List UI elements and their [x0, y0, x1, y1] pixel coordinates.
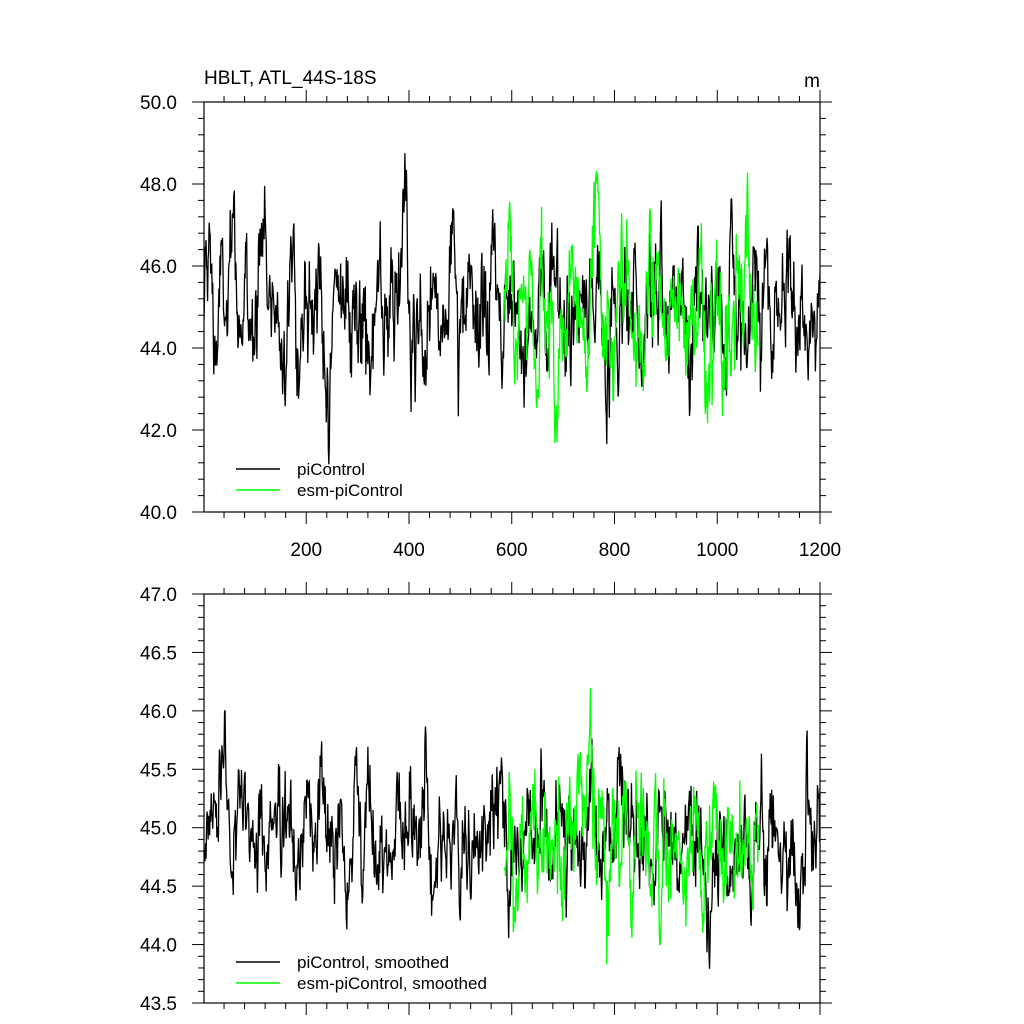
top-axes: 200 400 600 800 1000 1200 40.0 42.0 44.0 46.0 48.0…	[140, 90, 841, 561]
legend-label-esm-picontrol-smoothed: esm-piControl, smoothed	[297, 974, 487, 993]
top-x-tick-label: 1200	[799, 540, 841, 561]
top-units-label: m	[804, 71, 820, 92]
top-y-tick-label: 46.0	[140, 257, 177, 278]
top-x-tick-label: 600	[496, 540, 528, 561]
bottom-y-tick-label: 46.5	[140, 643, 177, 664]
top-y-tick-label: 48.0	[140, 175, 177, 196]
bottom-y-tick-label: 45.5	[140, 760, 177, 781]
bottom-series-esm-picontrol-smoothed	[503, 688, 759, 965]
top-x-tick-label: 200	[290, 540, 322, 561]
top-x-tick-label: 800	[599, 540, 631, 561]
bottom-y-tick-label: 45.0	[140, 819, 177, 840]
bottom-y-tick-label: 44.5	[140, 877, 177, 898]
legend-label-picontrol-smoothed: piControl, smoothed	[297, 953, 449, 972]
top-panel: HBLT, ATL_44S-18S m 200 400 600 800 1000 1200…	[140, 68, 841, 561]
legend-label-picontrol: piControl	[297, 460, 365, 479]
top-x-tick-label: 400	[393, 540, 425, 561]
bottom-y-tick-label: 44.0	[140, 936, 177, 957]
bottom-plot-frame	[203, 593, 821, 1004]
top-series-esm-picontrol	[503, 170, 759, 444]
bottom-y-tick-label: 43.5	[140, 994, 177, 1015]
legend-label-esm-picontrol: esm-piControl	[297, 481, 403, 500]
top-y-tick-label: 50.0	[140, 93, 177, 114]
bottom-y-tick-label: 47.0	[140, 585, 177, 606]
top-y-tick-label: 44.0	[140, 339, 177, 360]
top-legend: piControl esm-piControl	[236, 460, 403, 500]
top-y-tick-label: 40.0	[140, 503, 177, 524]
top-series-picontrol	[204, 153, 820, 465]
bottom-y-tick-label: 46.0	[140, 702, 177, 723]
bottom-plot-area	[204, 688, 820, 969]
bottom-panel: 43.5 44.0 44.5 45.0 45.5 46.0 46.5 47.0 piContr…	[140, 582, 832, 1015]
top-plot-area	[204, 153, 820, 465]
bottom-legend: piControl, smoothed esm-piControl, smoot…	[236, 953, 487, 993]
top-x-tick-label: 1000	[696, 540, 738, 561]
top-y-tick-label: 42.0	[140, 421, 177, 442]
bottom-axes: 43.5 44.0 44.5 45.0 45.5 46.0 46.5 47.0	[140, 582, 832, 1015]
top-title: HBLT, ATL_44S-18S	[204, 68, 377, 89]
